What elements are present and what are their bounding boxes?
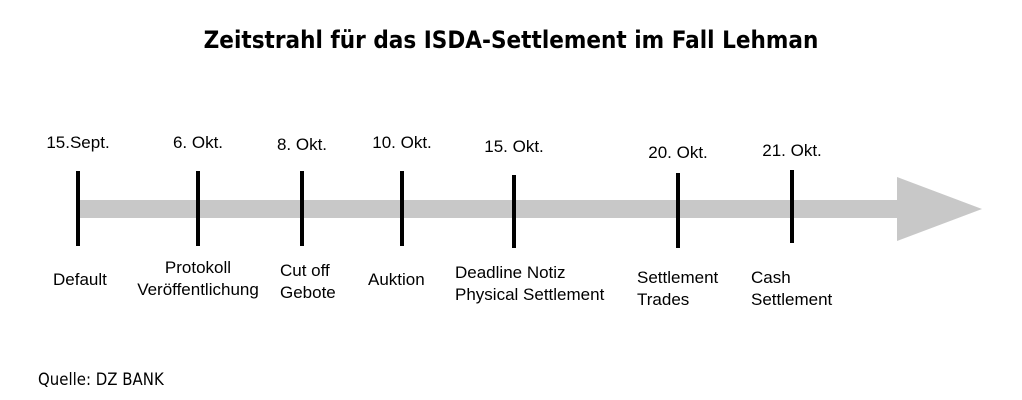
event-label: Cash Settlement (751, 267, 832, 311)
event-tick (400, 171, 404, 246)
event-label-line: Physical Settlement (455, 285, 605, 304)
event-label-line: Settlement (637, 268, 719, 287)
event-label: Cut off Gebote (280, 260, 336, 304)
event-date: 20. Okt. (648, 143, 708, 162)
event-label-line: Gebote (280, 283, 336, 302)
event-tick (196, 171, 200, 246)
timeline-arrow-shaft (78, 200, 900, 218)
event-label: Settlement Trades (637, 267, 718, 311)
event-date: 15.Sept. (46, 133, 110, 152)
event-label-line: Protokoll (164, 258, 232, 277)
event-date: 10. Okt. (372, 133, 432, 152)
event-tick (790, 170, 794, 243)
event-tick (676, 173, 680, 248)
event-label: Auktion (368, 269, 425, 291)
event-label-line: Veröffentlichung (137, 280, 259, 299)
event-label-line: Auktion (368, 270, 425, 289)
event-date: 21. Okt. (762, 141, 822, 160)
event-label-line: Default (53, 270, 107, 289)
source-note: Quelle: DZ BANK (38, 370, 164, 390)
event-label-line: Trades (637, 290, 690, 309)
event-date: 6. Okt. (172, 133, 224, 152)
diagram-title: Zeitstrahl für das ISDA-Settlement im Fa… (203, 26, 819, 54)
timeline-arrow-head (897, 177, 982, 241)
event-date: 15. Okt. (484, 137, 544, 156)
event-tick (76, 171, 80, 246)
event-tick (300, 171, 304, 246)
event-date: 8. Okt. (276, 135, 328, 154)
event-label-line: Cut off (280, 261, 330, 280)
event-tick (512, 175, 516, 248)
event-label-line: Deadline Notiz (455, 263, 566, 282)
event-label-line: Cash (751, 268, 791, 287)
event-label: Deadline Notiz Physical Settlement (455, 262, 604, 306)
event-label: Protokoll Veröffentlichung (137, 257, 259, 301)
event-label-line: Settlement (751, 290, 833, 309)
event-label: Default (53, 269, 107, 291)
